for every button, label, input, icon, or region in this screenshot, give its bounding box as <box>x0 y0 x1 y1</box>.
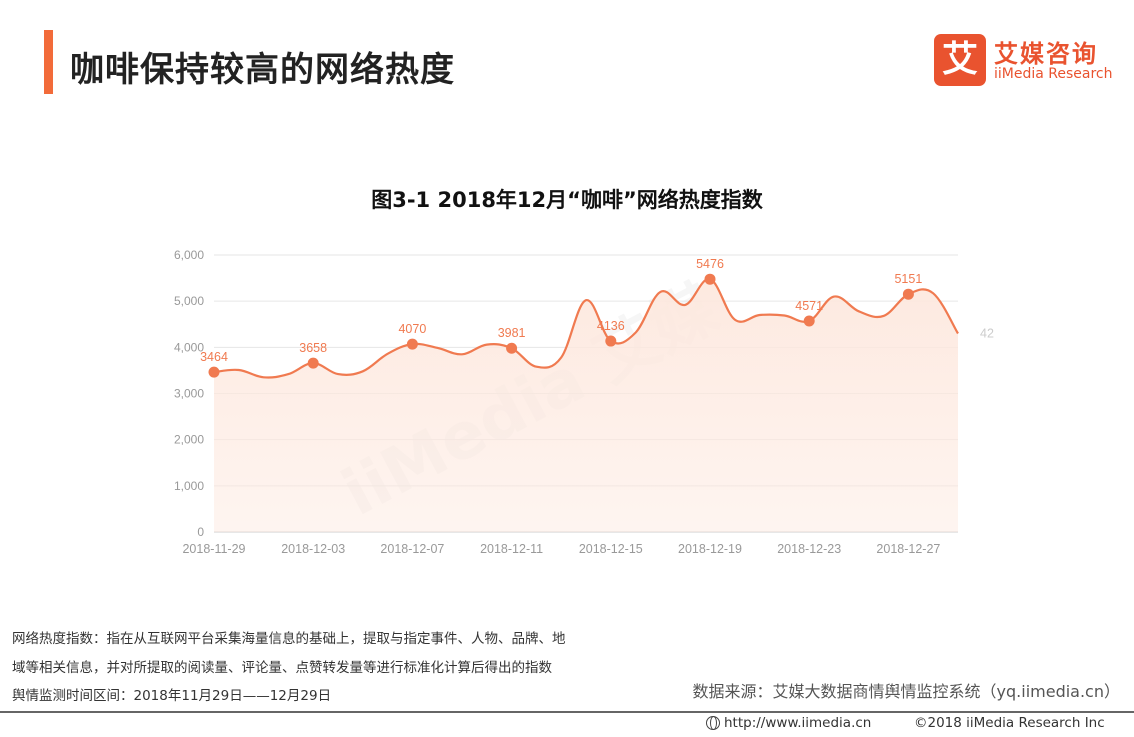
data-label: 3981 <box>498 326 526 340</box>
data-label: 4571 <box>795 299 823 313</box>
x-tick-label: 2018-12-03 <box>281 542 345 556</box>
note-line-3: 舆情监测时间区间：2018年11月29日——12月29日 <box>12 688 332 704</box>
x-tick-label: 2018-11-29 <box>182 542 245 556</box>
data-label: 5476 <box>696 257 724 271</box>
footer-url-text: http://www.iimedia.cn <box>724 715 872 731</box>
y-tick-label: 1,000 <box>174 479 204 493</box>
chart-title: 图3-1 2018年12月“咖啡”网络热度指数 <box>371 188 763 212</box>
y-tick-label: 4,000 <box>174 340 204 354</box>
logo-badge: 艾 <box>934 34 986 86</box>
logo-name-cn: 艾媒咨询 <box>994 40 1098 68</box>
y-tick-label: 3,000 <box>174 387 204 401</box>
x-tick-label: 2018-12-15 <box>579 542 643 556</box>
footer-divider <box>0 711 1134 713</box>
x-tick-label: 2018-12-23 <box>777 542 841 556</box>
x-tick-label: 2018-12-19 <box>678 542 742 556</box>
footer-website-link[interactable]: http://www.iimedia.cn <box>706 715 871 731</box>
x-tick-label: 2018-12-27 <box>876 542 940 556</box>
data-label: 5151 <box>894 272 922 286</box>
data-point <box>208 366 220 378</box>
page-title: 咖啡保持较高的网络热度 <box>70 50 455 90</box>
footer-copyright: ©2018 iiMedia Research Inc <box>914 715 1105 731</box>
data-label: 4136 <box>597 319 625 333</box>
x-tick-label: 2018-12-11 <box>480 542 543 556</box>
title-accent-bar <box>44 30 53 94</box>
data-label-end: 42 <box>980 326 994 340</box>
data-point <box>406 338 418 350</box>
series-area <box>214 279 958 532</box>
data-point <box>803 315 815 327</box>
y-tick-label: 6,000 <box>174 248 204 262</box>
series-line <box>213 278 959 379</box>
data-point <box>605 335 617 347</box>
data-source: 数据来源：艾媒大数据商情舆情监控系统（yq.iimedia.cn） <box>692 682 1120 701</box>
y-tick-label: 0 <box>197 525 204 539</box>
data-label: 3658 <box>299 341 327 355</box>
data-point <box>307 357 319 369</box>
note-line-2: 域等相关信息，并对所提取的阅读量、评论量、点赞转发量等进行标准化计算后得出的指数 <box>12 660 552 676</box>
note-line-1: 网络热度指数：指在从互联网平台采集海量信息的基础上，提取与指定事件、人物、品牌、… <box>12 631 566 647</box>
iimedia-logo: 艾 艾媒咨询 iiMedia Research <box>934 34 1114 88</box>
logo-name-en: iiMedia Research <box>994 66 1113 82</box>
x-tick-label: 2018-12-07 <box>380 542 444 556</box>
data-label: 4070 <box>398 322 426 336</box>
data-point <box>704 273 716 285</box>
heat-index-chart: iiMedia 艾媒01,0002,0003,0004,0005,0006,00… <box>174 248 994 556</box>
y-tick-label: 5,000 <box>174 294 204 308</box>
globe-icon <box>706 716 720 730</box>
data-point <box>506 342 518 354</box>
y-tick-label: 2,000 <box>174 433 204 447</box>
data-point <box>902 288 914 300</box>
data-label: 3464 <box>200 350 228 364</box>
